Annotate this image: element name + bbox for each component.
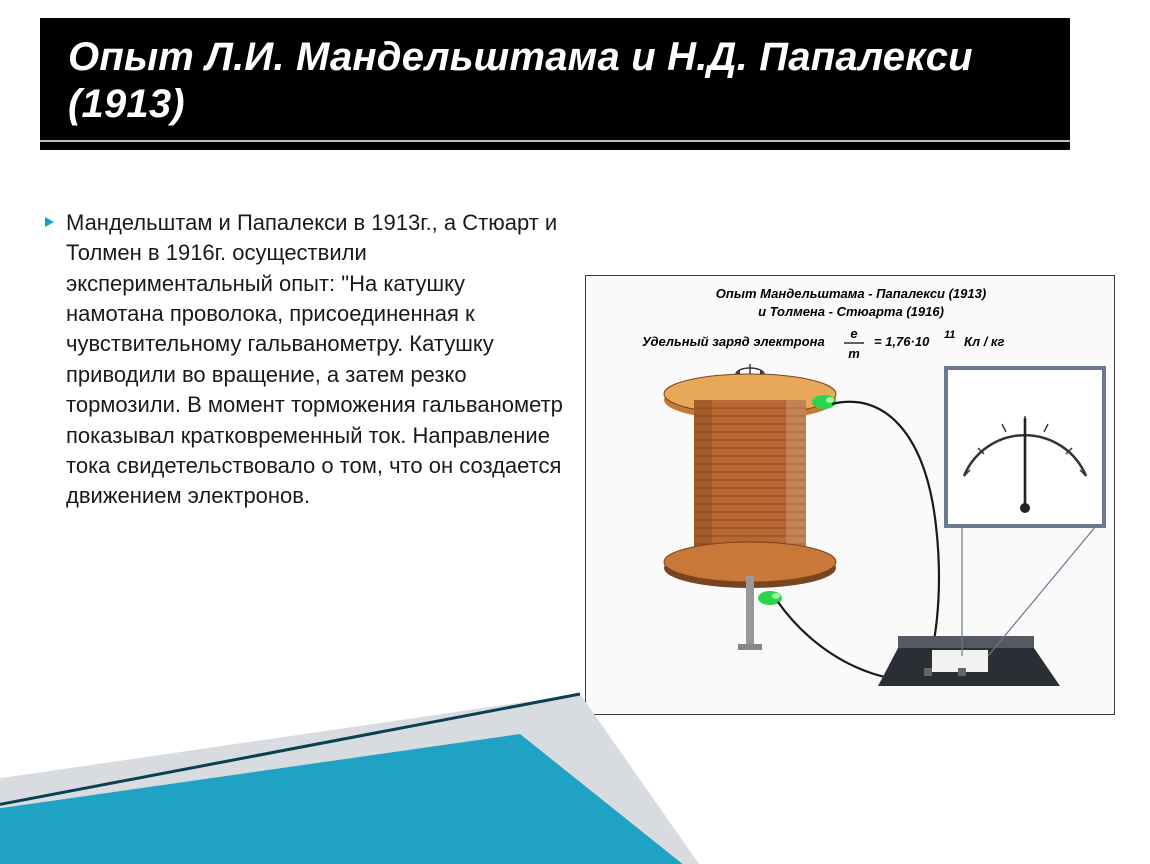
gauge-callout [946,368,1104,656]
formula-units: Кл / кг [964,334,1005,349]
figure-caption-2: и Толмена - Стюарта (1916) [758,304,944,319]
slide-title: Опыт Л.И. Мандельштама и Н.Д. Папалекси … [68,34,1042,128]
galvanometer-base [878,636,1060,686]
wire-top [832,402,939,670]
slide-container: Опыт Л.И. Мандельштама и Н.Д. Папалекси … [0,0,1150,864]
title-band: Опыт Л.И. Мандельштама и Н.Д. Папалекси … [40,18,1070,150]
experiment-svg: Опыт Мандельштама - Папалекси (1913) и Т… [586,276,1115,715]
slide-decor-swoosh [0,684,720,864]
coil-stand [746,576,754,646]
figure-caption-1: Опыт Мандельштама - Папалекси (1913) [716,286,986,301]
formula-exp: 11 [944,329,955,341]
formula-frac-bot: m [848,346,860,361]
wire-clip-top-icon [812,395,836,409]
formula-label: Удельный заряд электрона [642,334,825,349]
title-underline [40,140,1070,142]
experiment-figure: Опыт Мандельштама - Папалекси (1913) и Т… [585,275,1115,715]
formula-equals: = 1,76·10 [874,334,930,349]
formula-group: Удельный заряд электрона e m = 1,76·10 1… [642,326,1005,361]
body-paragraph: Мандельштам и Папалекси в 1913г., а Стюа… [66,208,564,512]
bullet-icon [44,215,56,233]
bullet-row: Мандельштам и Папалекси в 1913г., а Стюа… [44,208,564,512]
formula-frac-top: e [850,326,857,341]
coil-stand-base [738,644,762,650]
coil-body [694,400,806,560]
body-text-block: Мандельштам и Папалекси в 1913г., а Стюа… [44,208,564,512]
gauge-needle-pivot [1020,503,1030,513]
